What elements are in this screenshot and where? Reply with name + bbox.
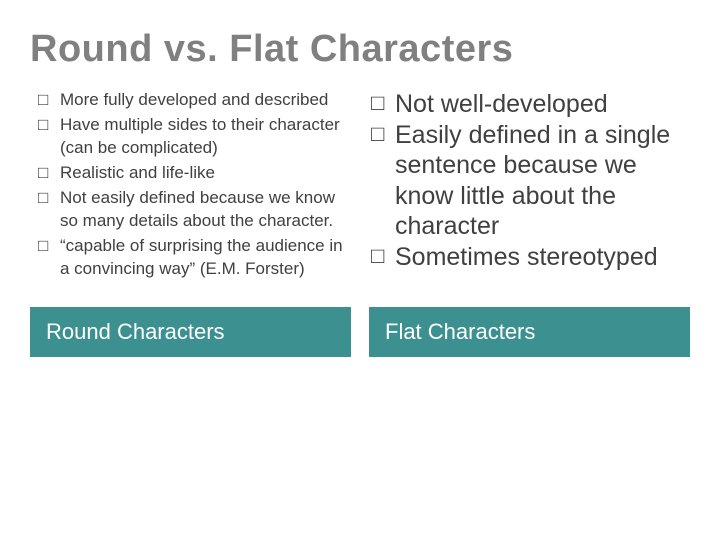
bullet-icon: □ [30, 162, 60, 185]
right-bar-label: Flat Characters [369, 307, 690, 357]
bullet-icon: □ [369, 120, 395, 148]
list-item-text: Sometimes stereotyped [395, 242, 690, 273]
list-item-text: More fully developed and described [60, 89, 351, 112]
bullet-icon: □ [30, 89, 60, 112]
list-item: □ Sometimes stereotyped [369, 242, 690, 273]
list-item-text: “capable of surprising the audience in a… [60, 235, 351, 281]
list-item: □ Have multiple sides to their character… [30, 114, 351, 160]
bullet-icon: □ [30, 235, 60, 258]
left-column: □ More fully developed and described □ H… [30, 89, 351, 283]
bullet-icon: □ [369, 242, 395, 270]
list-item: □ Not well-developed [369, 89, 690, 120]
left-bar-label: Round Characters [30, 307, 351, 357]
slide-title: Round vs. Flat Characters [30, 28, 690, 71]
list-item: □ “capable of surprising the audience in… [30, 235, 351, 281]
list-item-text: Easily defined in a single sentence beca… [395, 120, 690, 242]
slide: Round vs. Flat Characters □ More fully d… [0, 0, 720, 540]
bullet-icon: □ [30, 114, 60, 137]
list-item: □ Not easily defined because we know so … [30, 187, 351, 233]
list-item-text: Not easily defined because we know so ma… [60, 187, 351, 233]
bullet-icon: □ [30, 187, 60, 210]
right-column: □ Not well-developed □ Easily defined in… [369, 89, 690, 283]
list-item-text: Have multiple sides to their character (… [60, 114, 351, 160]
list-item-text: Realistic and life-like [60, 162, 351, 185]
bullet-icon: □ [369, 89, 395, 117]
list-item: □ More fully developed and described [30, 89, 351, 112]
columns: □ More fully developed and described □ H… [30, 89, 690, 283]
list-item: □ Realistic and life-like [30, 162, 351, 185]
list-item-text: Not well-developed [395, 89, 690, 120]
footer-bars: Round Characters Flat Characters [30, 307, 690, 357]
list-item: □ Easily defined in a single sentence be… [369, 120, 690, 242]
